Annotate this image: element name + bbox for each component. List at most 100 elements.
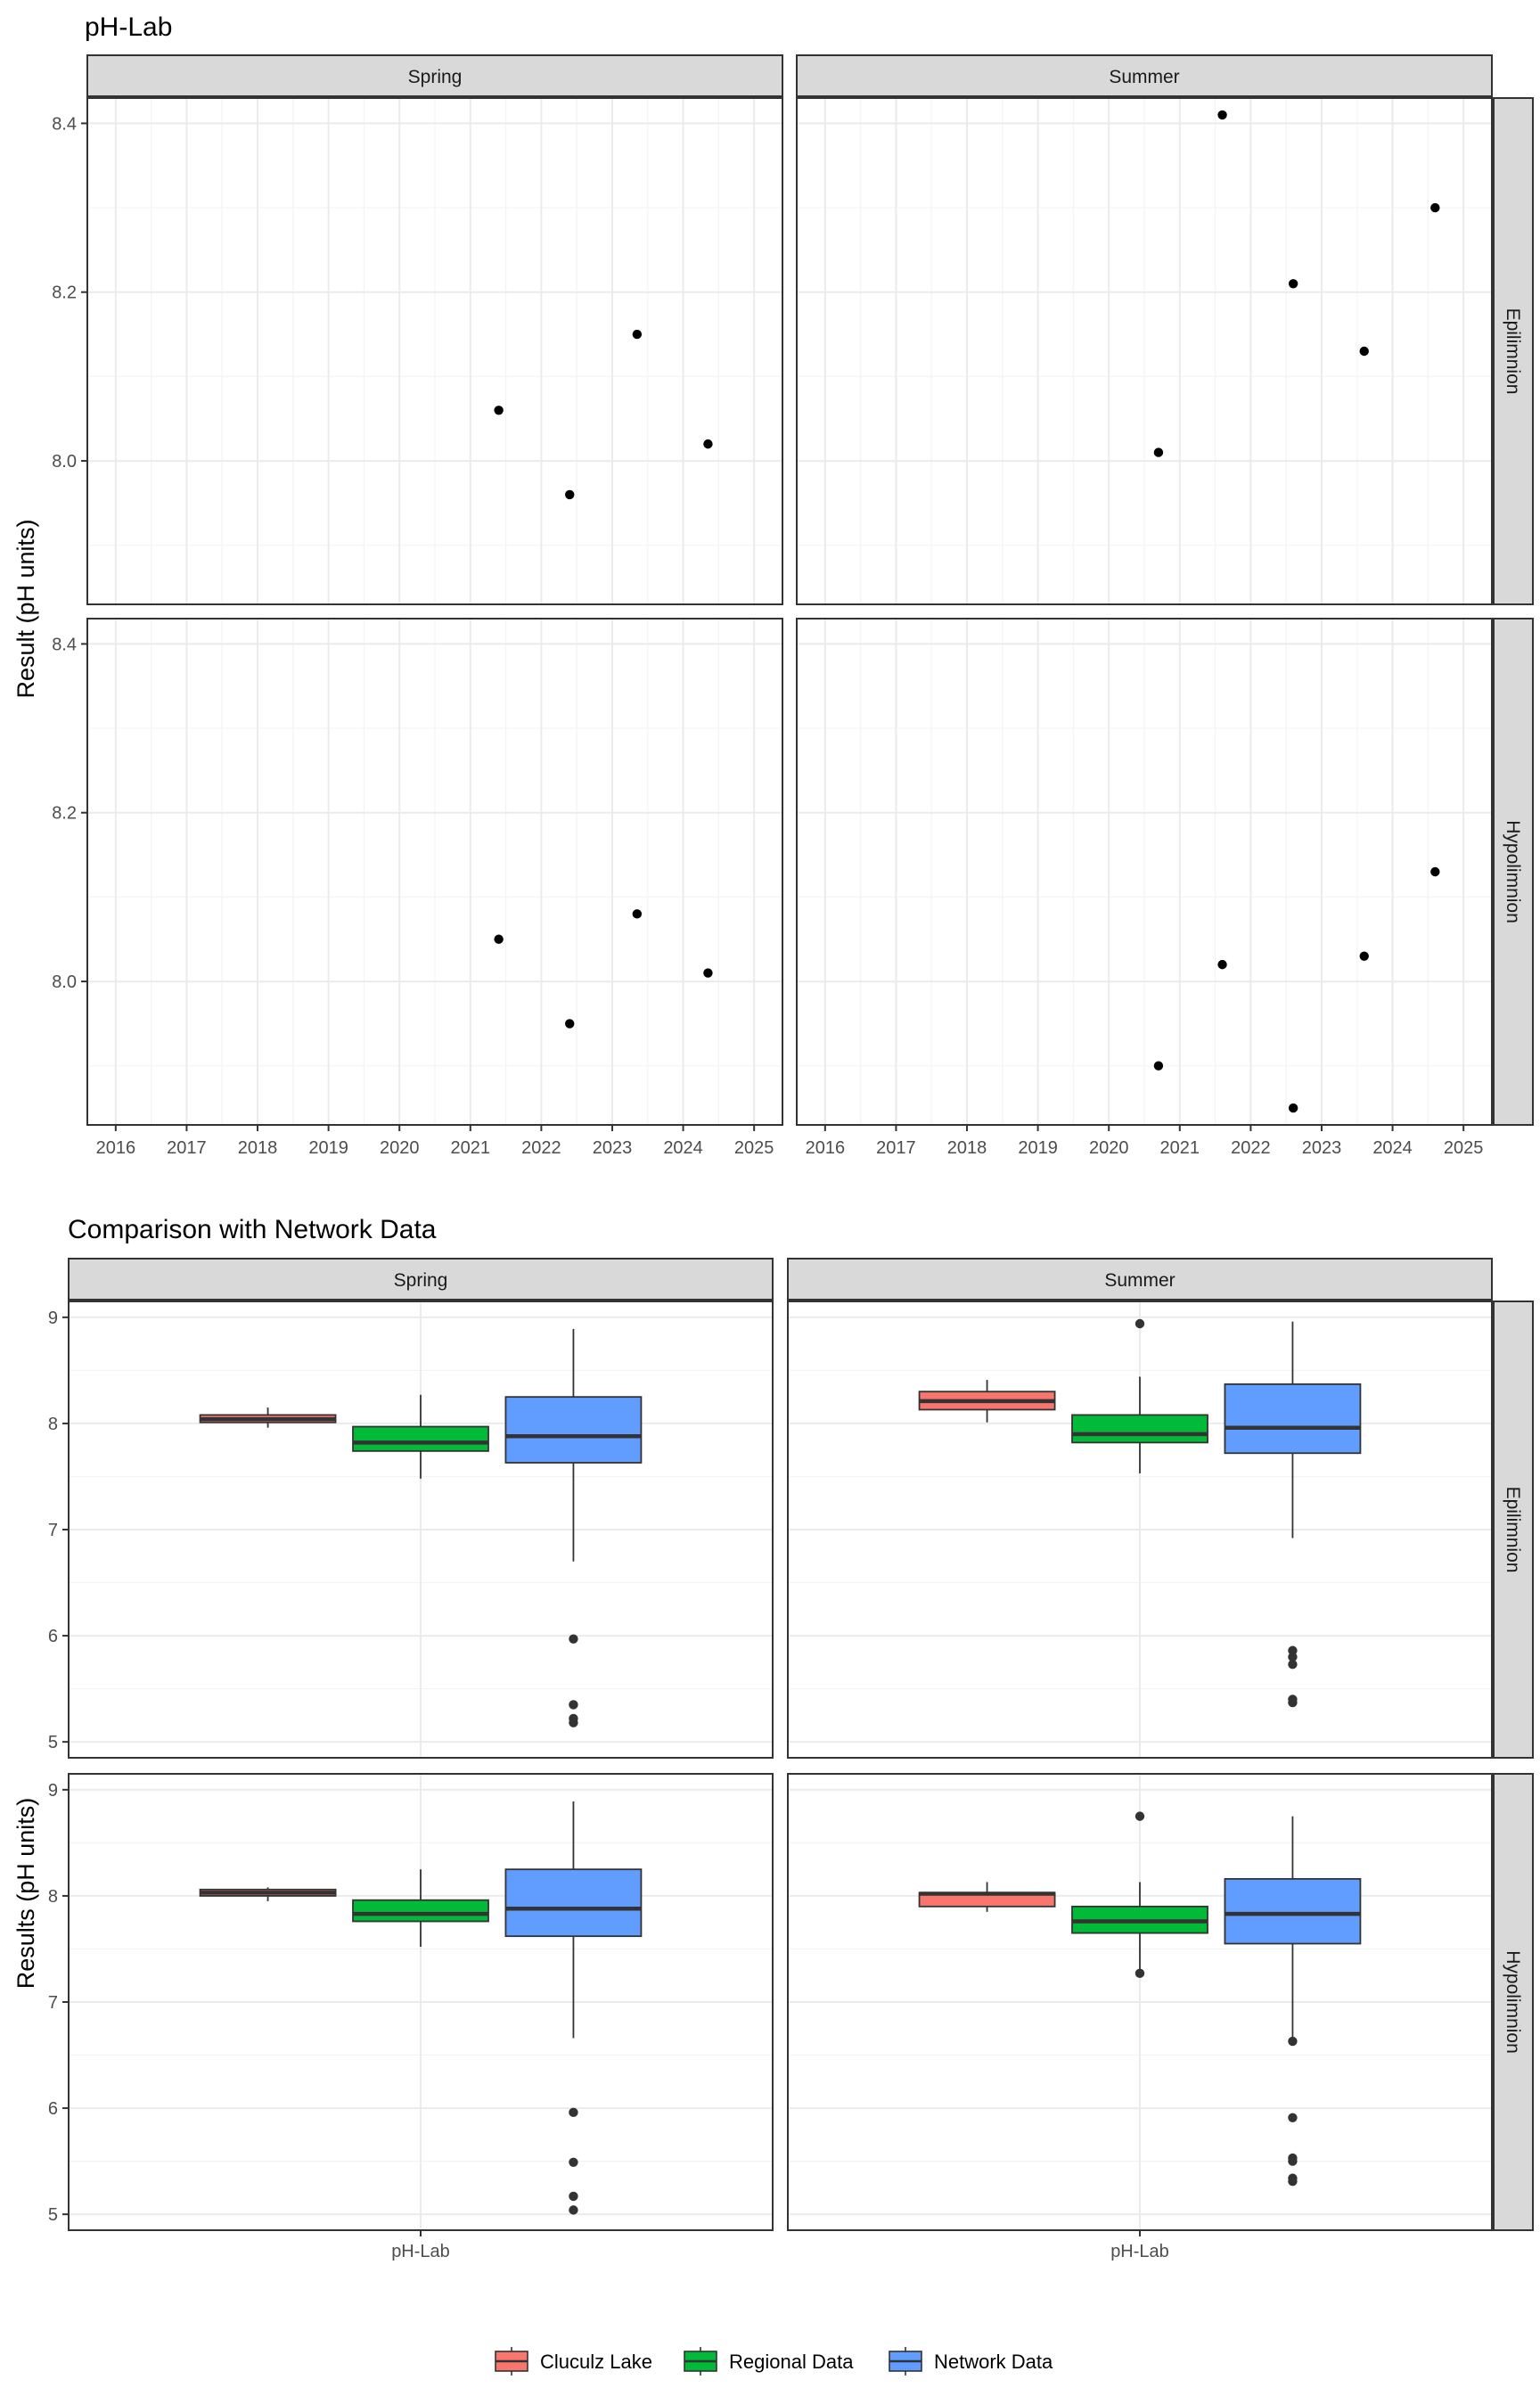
x-tick-label: 2017 xyxy=(876,1138,916,1158)
data-point-spring-hypolimnion xyxy=(494,934,504,944)
x-tick-label: 2022 xyxy=(1231,1138,1271,1158)
y-tick-label: 9 xyxy=(48,1309,58,1328)
facet-strip-hypolimnion xyxy=(1493,618,1534,1126)
x-tick-label: 2020 xyxy=(380,1138,420,1158)
data-point-summer-epilimnion xyxy=(1430,202,1440,213)
y-tick-label: 8.4 xyxy=(52,635,77,654)
box-outlier-regional-summer-hypolimnion xyxy=(1135,1811,1145,1821)
legend: Cluculz Lake Regional Data Network Data xyxy=(495,2347,1053,2375)
facet-strip-label: Summer xyxy=(1109,67,1179,87)
box-outlier-network-spring-epilimnion xyxy=(569,1718,578,1727)
y-tick-label: 7 xyxy=(48,1521,58,1540)
y-tick-label: 7 xyxy=(48,1993,58,2013)
box-outlier-network-summer-epilimnion xyxy=(1288,1660,1298,1670)
y-tick-label: 5 xyxy=(48,1733,58,1752)
x-tick-label: 2022 xyxy=(521,1138,561,1158)
panel-border xyxy=(796,97,1493,605)
scatter-chart-title: pH-Lab xyxy=(85,12,172,42)
box-network-spring-hypolimnion xyxy=(504,1868,643,1938)
box-outlier-regional-summer-hypolimnion xyxy=(1135,1968,1145,1979)
box-outlier-network-summer-hypolimnion xyxy=(1288,2156,1298,2166)
data-point-spring-epilimnion xyxy=(494,406,504,415)
facet-strip-label: Hypolimnion xyxy=(1503,1950,1523,2054)
x-tick-label: 2024 xyxy=(1372,1138,1413,1158)
box-outlier-regional-summer-epilimnion xyxy=(1135,1318,1145,1329)
box-regional-summer-epilimnion xyxy=(1071,1414,1208,1444)
y-tick-label: 8.0 xyxy=(52,972,77,992)
box-outlier-network-spring-hypolimnion xyxy=(569,2107,578,2118)
facet-strip-label: Hypolimnion xyxy=(1503,820,1523,923)
facet-strip-summer xyxy=(787,1258,1493,1301)
x-tick-label: 2016 xyxy=(806,1138,846,1158)
scatter-y-axis-title: Result (pH units) xyxy=(12,519,39,698)
facet-strip-label: Spring xyxy=(394,1270,448,1291)
panel-border xyxy=(86,97,783,605)
x-tick-label: 2017 xyxy=(167,1138,207,1158)
facet-strip-epilimnion xyxy=(1493,1301,1534,1759)
data-point-summer-epilimnion xyxy=(1217,110,1227,120)
panel-border xyxy=(86,618,783,1126)
facet-strip-label: Epilimnion xyxy=(1503,308,1523,395)
box-outlier-network-spring-epilimnion xyxy=(569,1700,578,1710)
facet-strip-summer xyxy=(796,54,1493,97)
data-point-summer-hypolimnion xyxy=(1359,951,1369,961)
box-outlier-network-spring-hypolimnion xyxy=(569,2157,578,2167)
box-outlier-network-summer-hypolimnion xyxy=(1288,2036,1298,2047)
y-tick-label: 8.4 xyxy=(52,114,77,134)
box-outlier-network-summer-hypolimnion xyxy=(1288,2113,1298,2122)
panel-border xyxy=(787,1301,1493,1759)
x-tick-label: pH-Lab xyxy=(391,2242,450,2261)
x-tick-label: 2023 xyxy=(1302,1138,1342,1158)
facet-strip-hypolimnion xyxy=(1493,1773,1534,2231)
box-regional-spring-epilimnion xyxy=(352,1425,489,1452)
x-tick-label: pH-Lab xyxy=(1110,2242,1169,2261)
y-tick-label: 9 xyxy=(48,1781,58,1801)
box-outlier-network-summer-hypolimnion xyxy=(1288,2177,1298,2187)
data-point-summer-epilimnion xyxy=(1359,346,1369,357)
box-outlier-network-summer-epilimnion xyxy=(1288,1652,1298,1662)
box-network-summer-hypolimnion xyxy=(1224,1877,1362,1945)
data-point-summer-hypolimnion xyxy=(1217,959,1227,970)
y-tick-label: 5 xyxy=(48,2205,58,2225)
facet-strip-label: Spring xyxy=(408,67,463,87)
x-tick-label: 2019 xyxy=(1018,1138,1058,1158)
box-outlier-network-summer-epilimnion xyxy=(1288,1645,1298,1655)
data-point-summer-epilimnion xyxy=(1153,447,1164,457)
x-tick-label: 2021 xyxy=(451,1138,491,1158)
y-tick-label: 6 xyxy=(48,2099,58,2119)
box-network-spring-epilimnion xyxy=(504,1396,643,1464)
box-outlier-network-spring-hypolimnion xyxy=(569,2205,578,2215)
y-tick-label: 8 xyxy=(48,1887,58,1907)
y-tick-label: 8.2 xyxy=(52,804,77,824)
facet-strip-epilimnion xyxy=(1493,97,1534,605)
x-tick-label: 2025 xyxy=(734,1138,774,1158)
box-outlier-network-summer-epilimnion xyxy=(1288,1697,1298,1708)
facet-strip-spring xyxy=(68,1258,774,1301)
data-point-spring-epilimnion xyxy=(632,329,643,340)
legend-label-regional: Regional Data xyxy=(729,2351,854,2373)
box-chart-title: Comparison with Network Data xyxy=(68,1215,437,1244)
box-y-axis-title: Results (pH units) xyxy=(12,1798,39,1990)
x-tick-label: 2016 xyxy=(96,1138,136,1158)
x-tick-label: 2018 xyxy=(238,1138,278,1158)
data-point-spring-hypolimnion xyxy=(565,1019,575,1029)
y-tick-label: 8.0 xyxy=(52,452,77,472)
legend-label-cluculz: Cluculz Lake xyxy=(540,2351,652,2373)
box-outlier-network-spring-epilimnion xyxy=(569,1634,578,1644)
data-point-spring-epilimnion xyxy=(703,439,713,449)
box-chart: Spring Summer Epilimnion Hypolimnion 5 6 7 8 9 5 6… xyxy=(48,1258,1534,2261)
data-point-summer-epilimnion xyxy=(1288,279,1298,289)
data-point-summer-hypolimnion xyxy=(1288,1103,1298,1113)
y-tick-label: 8.2 xyxy=(52,283,77,303)
x-tick-label: 2019 xyxy=(308,1138,348,1158)
x-tick-label: 2025 xyxy=(1444,1138,1484,1158)
facet-strip-label: Epilimnion xyxy=(1503,1487,1523,1573)
facet-strip-label: Summer xyxy=(1104,1270,1175,1291)
facet-strip-spring xyxy=(86,54,783,97)
x-tick-label: 2024 xyxy=(663,1138,703,1158)
x-tick-label: 2018 xyxy=(947,1138,987,1158)
data-point-summer-hypolimnion xyxy=(1430,866,1440,877)
box-network-summer-epilimnion xyxy=(1224,1383,1362,1455)
x-tick-label: 2021 xyxy=(1160,1138,1200,1158)
